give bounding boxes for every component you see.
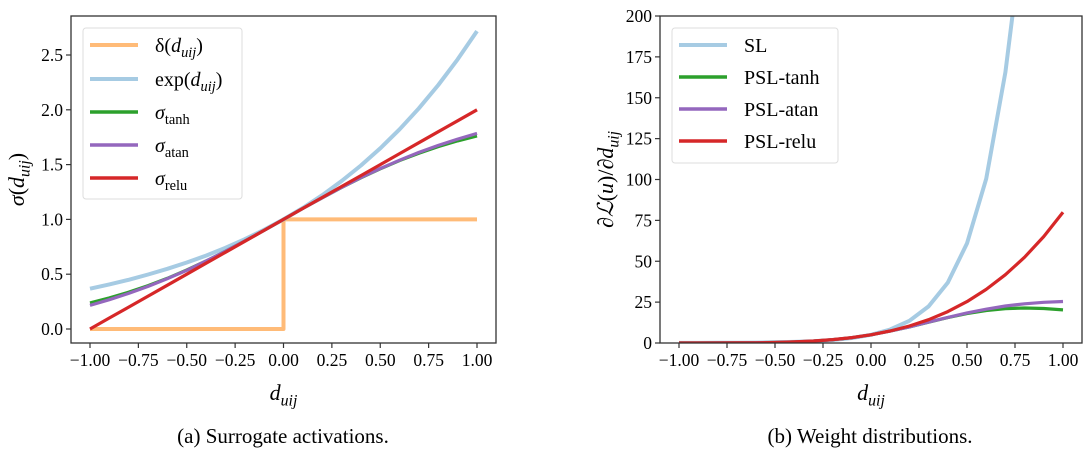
- x-tick-label: 0.00: [268, 350, 299, 370]
- chart-surrogate-activations: −1.00 −0.75 −0.50 −0.25 0.00 0.25 0.50 0.75 1.00…: [4, 15, 497, 410]
- legend-box: [82, 27, 243, 200]
- x-axis-label: duij​: [857, 380, 885, 410]
- legend: δ(duij​) exp(duij​) σtanh​ σatan​ σrelu​: [82, 27, 243, 200]
- legend: SL PSL-tanh PSL-atan PSL-relu: [671, 27, 839, 164]
- y-tick-label: 200: [626, 6, 653, 26]
- y-tick-label: 1.5: [41, 155, 63, 175]
- x-tick-label: −0.50: [167, 350, 208, 370]
- caption-right: (b) Weight distributions.: [767, 424, 973, 448]
- x-tick-label: −0.50: [755, 350, 796, 370]
- x-tick-label: 0.00: [856, 350, 887, 370]
- legend-label-tanh: σtanh​: [155, 102, 190, 128]
- x-tick-label: −0.75: [118, 350, 159, 370]
- series-line-relu: [679, 211, 1065, 343]
- x-tick-label: 0.50: [365, 350, 396, 370]
- y-tick-label: 0.5: [41, 264, 63, 284]
- y-tick-label: 150: [626, 88, 653, 108]
- x-tick-label: 1.00: [1048, 350, 1079, 370]
- series-line-relu: [89, 108, 478, 331]
- y-tick-label: 2.0: [41, 100, 63, 120]
- x-tick-label: 0.75: [413, 350, 444, 370]
- x-tick-label: 0.25: [317, 350, 348, 370]
- caption-left: (a) Surrogate activations.: [177, 424, 389, 448]
- y-tick-label: 25: [635, 292, 653, 312]
- x-tick-label: 0.75: [1000, 350, 1031, 370]
- x-tick-label: 1.00: [462, 350, 493, 370]
- y-tick-label: 75: [635, 210, 653, 230]
- y-tick-label: 1.0: [41, 209, 63, 229]
- y-tick-label: 2.5: [41, 45, 63, 65]
- y-tick-label: 125: [626, 129, 653, 149]
- legend-label-exp: SL: [744, 35, 767, 57]
- y-axis-label: σ(duij​): [4, 153, 34, 206]
- x-tick-label: −1.00: [659, 350, 700, 370]
- x-tick-label: 0.25: [904, 350, 935, 370]
- series-line-tanh: [679, 306, 1064, 343]
- legend-label-relu: σrelu​: [155, 168, 187, 194]
- y-tick-label: 0.0: [41, 319, 63, 339]
- legend-label-atan: σatan​: [155, 135, 189, 161]
- y-tick-label: 0: [643, 333, 652, 353]
- legend-label-delta: δ(duij​): [155, 35, 203, 61]
- chart-weight-distributions: −1.00 −0.75 −0.50 −0.25 0.00 0.25 0.50 0.75 1.00…: [593, 6, 1083, 410]
- x-tick-label: 0.50: [952, 350, 983, 370]
- x-tick-label: −0.25: [215, 350, 256, 370]
- legend-label-atan: PSL-atan: [744, 99, 818, 121]
- x-tick-label: −0.25: [803, 350, 844, 370]
- y-axis-label: ∂ℒ(u)/∂duij​: [593, 130, 623, 228]
- legend-label-relu: PSL-relu: [744, 131, 816, 153]
- y-tick-label: 175: [626, 47, 653, 67]
- y-tick-label: 50: [635, 251, 653, 271]
- x-tick-label: −0.75: [707, 350, 748, 370]
- legend-label-exp: exp(duij​): [155, 69, 222, 95]
- series-line-delta: [90, 217, 477, 331]
- x-tick-label: −1.00: [70, 350, 111, 370]
- y-tick-label: 100: [626, 170, 653, 190]
- legend-box: [671, 27, 839, 164]
- legend-label-tanh: PSL-tanh: [744, 67, 820, 89]
- x-axis-label: duij​: [270, 380, 298, 410]
